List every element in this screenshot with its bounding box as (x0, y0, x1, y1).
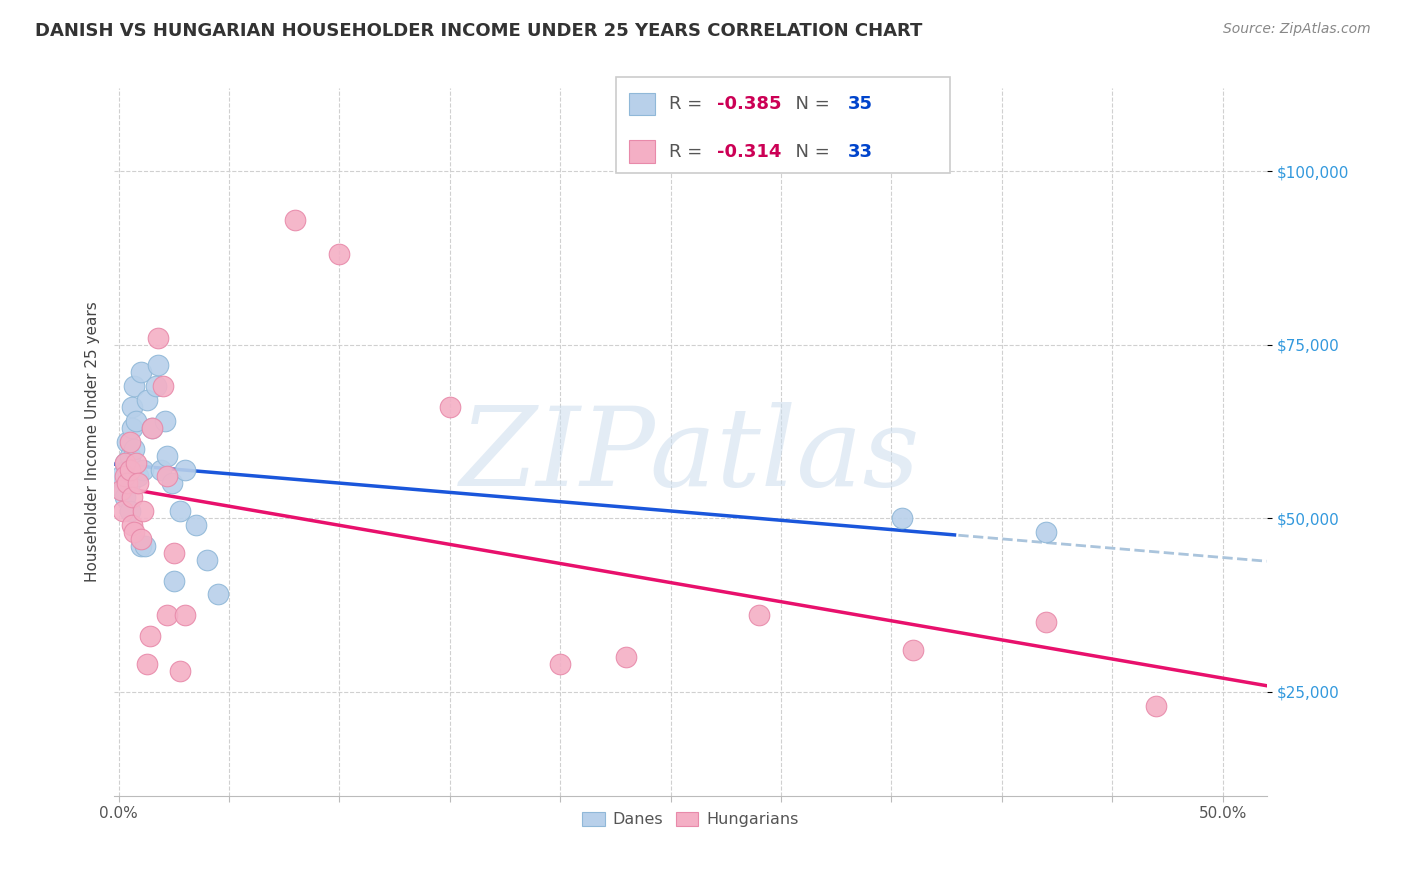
Point (141, 421, 163, 435)
Point (125, 456, 148, 470)
Point (141, 421, 163, 435)
Point (152, 379, 174, 393)
Point (548, 657, 571, 671)
Point (903, 643, 925, 657)
Point (169, 664, 191, 678)
Point (173, 608, 195, 623)
Point (122, 379, 145, 393)
Y-axis label: Householder Income Under 25 years: Householder Income Under 25 years (86, 301, 100, 582)
Point (122, 442, 145, 456)
Text: -0.385: -0.385 (717, 95, 782, 113)
Point (121, 518, 143, 533)
Point (153, 414, 176, 428)
Point (118, 449, 141, 463)
Point (114, 456, 136, 470)
Point (127, 476, 149, 491)
Point (117, 476, 139, 491)
Point (163, 546, 186, 560)
Point (127, 469, 149, 483)
Point (156, 608, 179, 623)
Point (111, 483, 134, 498)
Legend: Danes, Hungarians: Danes, Hungarians (576, 805, 806, 834)
Point (125, 414, 148, 428)
Point (121, 400, 143, 414)
Point (111, 504, 134, 518)
Point (138, 629, 160, 643)
Point (121, 490, 143, 504)
Point (114, 469, 136, 483)
Point (195, 553, 218, 567)
Point (207, 587, 229, 601)
Point (145, 379, 167, 393)
Point (169, 504, 191, 518)
Text: N =: N = (785, 143, 835, 161)
Text: Source: ZipAtlas.com: Source: ZipAtlas.com (1223, 22, 1371, 37)
Text: DANISH VS HUNGARIAN HOUSEHOLDER INCOME UNDER 25 YEARS CORRELATION CHART: DANISH VS HUNGARIAN HOUSEHOLDER INCOME U… (35, 22, 922, 40)
Point (148, 331, 170, 345)
Point (118, 504, 141, 518)
Point (132, 504, 155, 518)
Text: N =: N = (785, 95, 835, 113)
Point (117, 434, 139, 449)
Point (114, 456, 136, 470)
Point (114, 490, 136, 504)
Point (132, 462, 155, 476)
Text: 33: 33 (848, 143, 873, 161)
Point (284, 212, 307, 227)
Point (156, 449, 179, 463)
Text: ZIPatlas: ZIPatlas (460, 402, 921, 509)
Point (118, 476, 141, 491)
Point (328, 247, 350, 261)
Point (110, 469, 132, 483)
Point (121, 421, 143, 435)
Text: -0.314: -0.314 (717, 143, 782, 161)
Point (118, 434, 141, 449)
Point (184, 518, 207, 533)
Point (156, 469, 179, 483)
Point (173, 462, 195, 476)
Text: R =: R = (669, 95, 709, 113)
Text: 35: 35 (848, 95, 873, 113)
Bar (630, 93, 655, 115)
Point (1035, 524, 1057, 539)
Point (163, 574, 186, 588)
Point (616, 649, 638, 664)
Point (122, 524, 145, 539)
Bar (630, 140, 655, 163)
Point (439, 400, 461, 414)
Point (160, 476, 183, 491)
Point (748, 608, 770, 623)
Point (1035, 615, 1057, 630)
Point (134, 539, 156, 553)
Point (129, 539, 152, 553)
Point (149, 462, 172, 476)
FancyBboxPatch shape (616, 77, 950, 173)
Text: R =: R = (669, 143, 709, 161)
Point (136, 657, 159, 671)
Point (129, 532, 152, 546)
Point (148, 359, 170, 373)
Point (129, 365, 152, 379)
Point (1144, 698, 1167, 713)
Point (136, 393, 159, 408)
Point (110, 483, 132, 498)
Point (891, 511, 914, 525)
Point (117, 462, 139, 476)
Point (118, 462, 141, 476)
